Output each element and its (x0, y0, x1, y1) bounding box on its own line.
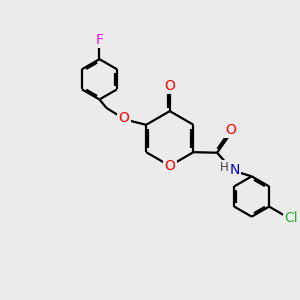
Text: H: H (220, 161, 229, 174)
Text: O: O (164, 159, 175, 173)
Text: O: O (164, 79, 175, 93)
Text: Cl: Cl (284, 211, 298, 224)
Text: O: O (225, 123, 236, 137)
Text: O: O (118, 111, 129, 125)
Text: N: N (229, 163, 240, 177)
Text: F: F (95, 33, 104, 46)
